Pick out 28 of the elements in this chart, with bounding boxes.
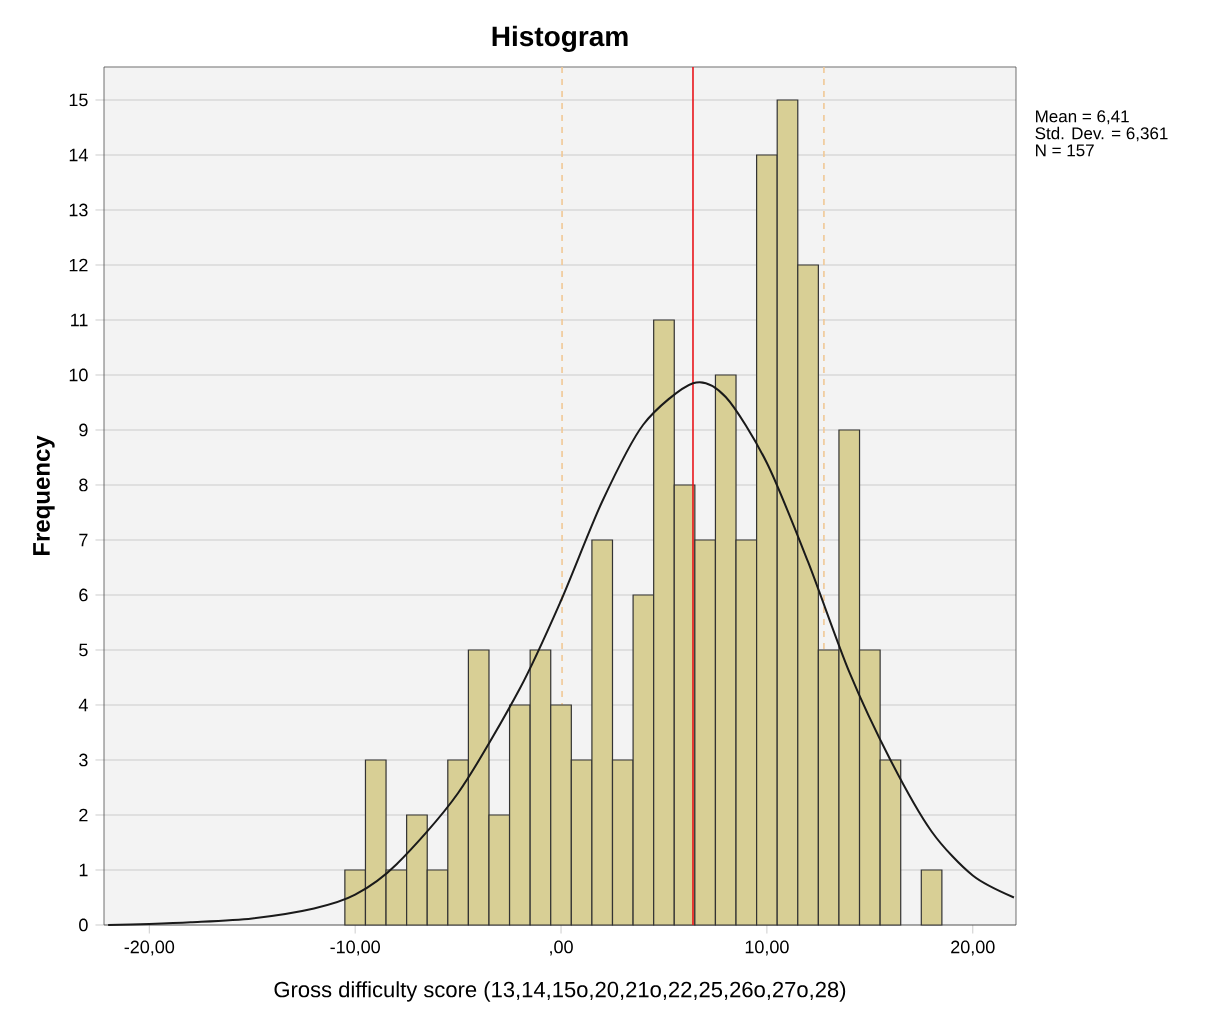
text: Mean = 6,41 <box>1036 110 1129 125</box>
y-tick-label: 13 <box>69 203 88 217</box>
y-tick-label: 11 <box>71 313 88 327</box>
y-tick-label: 7 <box>79 533 88 547</box>
y-tick-label: 4 <box>78 698 88 712</box>
x-tick-label: -10,00 <box>330 940 380 956</box>
x-axis-title: Gross difficulty score (13,14,15o,20,21o,22,25,26o,27o,28) <box>274 981 846 1002</box>
y-tick-label: 8 <box>79 478 88 492</box>
x-tick-label: 20,00 <box>951 940 995 956</box>
y-tick-label: 14 <box>69 148 88 162</box>
chart-title: Histogram <box>492 25 628 52</box>
y-tick-label: 12 <box>69 258 88 272</box>
y-tick-label: 2 <box>79 808 88 822</box>
x-tick-label: 10,00 <box>745 940 789 956</box>
y-tick-label: 3 <box>79 753 88 767</box>
y-tick-label: 9 <box>79 423 88 437</box>
x-tick-label: -20,00 <box>124 940 175 956</box>
y-tick-label: 15 <box>69 93 88 107</box>
line-series <box>107 381 1015 926</box>
y-tick-label: 6 <box>79 588 88 602</box>
y-tick-label: 5 <box>79 643 88 657</box>
y-tick-label: 1 <box>79 863 88 877</box>
text: N = 157 <box>1036 144 1094 157</box>
text: Std. Dev. = 6,361 <box>1035 126 1168 142</box>
y-tick-label: 0 <box>79 918 88 932</box>
y-tick-label: 10 <box>69 368 88 382</box>
x-tick-label: ,00 <box>550 940 573 956</box>
y-axis-title: Frequency <box>33 435 55 556</box>
